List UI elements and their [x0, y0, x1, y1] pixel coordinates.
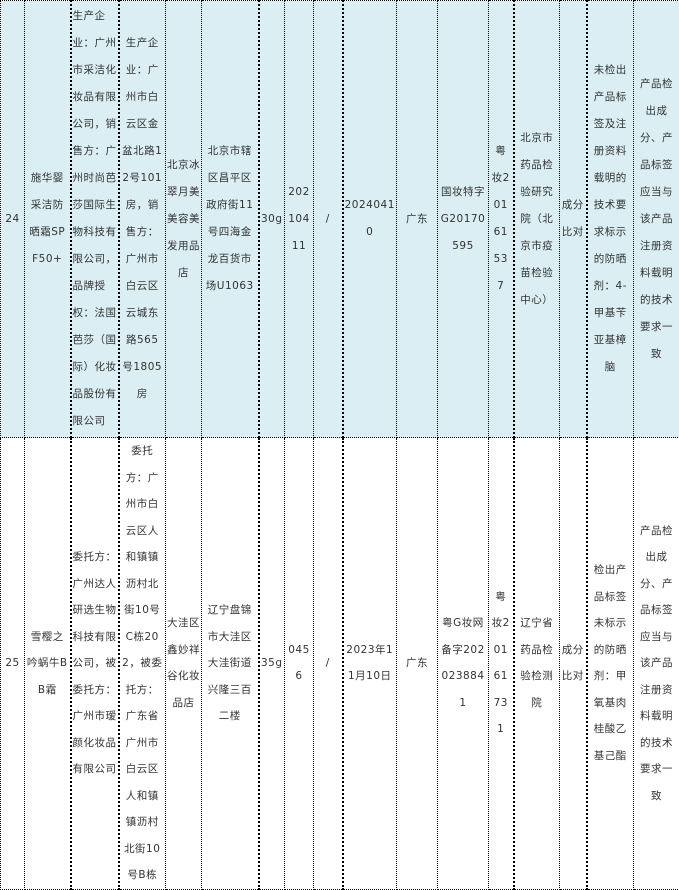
permit-number: 粤妆20161537: [489, 1, 514, 438]
product-name: 施华婴 采洁防晒霜SPF50+: [25, 1, 71, 438]
field-slash: /: [314, 1, 343, 438]
test-result: 未检出产品标签及注册资料载明的技术要求标示的防晒剂：4-甲基苄亚基樟脑: [587, 1, 634, 438]
test-item: 成分比对: [560, 438, 587, 890]
spec: 35g: [259, 438, 285, 890]
seller: 大洼区鑫妙祥谷化妆品店: [166, 438, 202, 890]
test-item: 成分比对: [560, 1, 587, 438]
date: 20240410: [343, 1, 397, 438]
origin: 广东: [397, 438, 438, 890]
batch: 20210411: [285, 1, 314, 438]
manufacturer-address: 委托方：广州市白云区人和镇镇沥村北街10号C栋202，被委托方：广东省广州市白云…: [119, 438, 166, 890]
testing-lab: 辽宁省药品检验检测院: [514, 438, 560, 890]
license-number: 国妆特字G20170595: [438, 1, 489, 438]
seller: 北京冰翠月美美容美发用品店: [166, 1, 202, 438]
testing-lab: 北京市药品检验研究院（北京市疫苗检验中心）: [514, 1, 560, 438]
requirement: 产品检出成分、产品标签应当与该产品注册资料载明的技术要求一致: [634, 438, 679, 890]
product-name: 雪樱之吟蜗牛BB霜: [25, 438, 71, 890]
origin: 广东: [397, 1, 438, 438]
test-result: 检出产品标签未标示的防晒剂：甲氧基肉桂酸乙基己酯: [587, 438, 634, 890]
table-row: 24 施华婴 采洁防晒霜SPF50+ 生产企业：广州市采洁化妆品有限公司，销售方…: [1, 1, 679, 438]
license-number: 粤G妆网备字2020238841: [438, 438, 489, 890]
manufacturer: 委托方：广州达人研选生物科技有限公司，被委托方：广州市瑷颜化妆品有限公司: [71, 438, 119, 890]
spec: 30g: [259, 1, 285, 438]
batch: 0456: [285, 438, 314, 890]
row-number: 24: [1, 1, 25, 438]
manufacturer: 生产企业：广州市采洁化妆品有限公司，销售方：广州时尚芭莎国际生物科技有限公司，品…: [71, 1, 119, 438]
table-row: 25 雪樱之吟蜗牛BB霜 委托方：广州达人研选生物科技有限公司，被委托方：广州市…: [1, 438, 679, 890]
date: 2023年11月10日: [343, 438, 397, 890]
seller-address: 北京市辖区昌平区政府街11号四海金龙百货市场U1063: [202, 1, 259, 438]
row-number: 25: [1, 438, 25, 890]
permit-number: 粤妆20161731: [489, 438, 514, 890]
field-slash: /: [314, 438, 343, 890]
requirement: 产品检出成分、产品标签应当与该产品注册资料载明的技术要求一致: [634, 1, 679, 438]
seller-address: 辽宁盘锦市大洼区大洼街道兴隆三百二楼: [202, 438, 259, 890]
manufacturer-address: 生产企业：广州市白云区金盆北路12号101房，销售方：广州市白云区云城东路565…: [119, 1, 166, 438]
